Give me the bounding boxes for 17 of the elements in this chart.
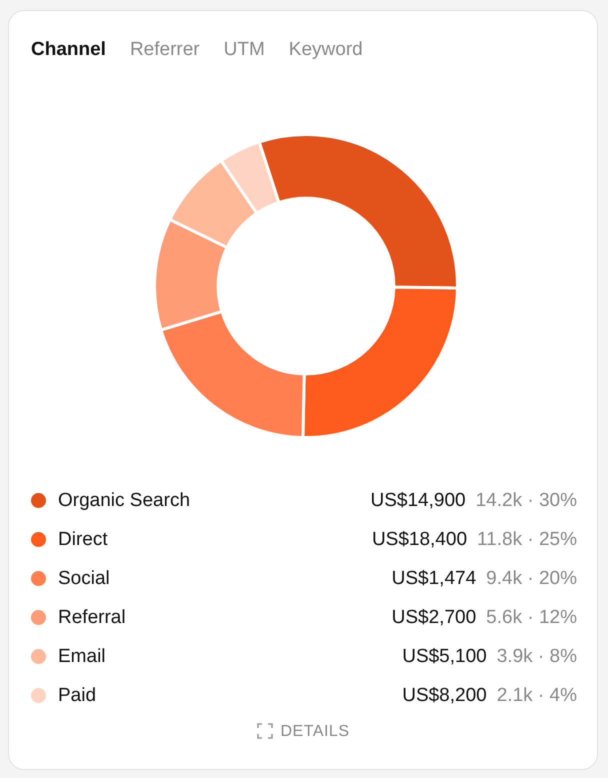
- data-label: US$18,400 11.8k · 25%: [372, 528, 577, 550]
- text: UTM: [224, 39, 265, 61]
- legend-label: Email: [58, 646, 107, 668]
- data-label: US$5,100 3.9k · 8%: [402, 646, 577, 668]
- legend-label: Direct: [58, 528, 109, 550]
- data-label: US$14,900 14.2k · 30%: [370, 490, 577, 512]
- data-label: US$2,700 5.6k · 12%: [392, 606, 577, 628]
- text: DETAILS: [280, 723, 350, 740]
- legend-label: Referral: [58, 606, 127, 628]
- data-label: US$1,474 9.4k · 20%: [392, 568, 577, 590]
- legend-label: Paid: [58, 684, 98, 706]
- data-label: US$8,200 2.1k · 4%: [402, 684, 577, 706]
- legend-label: Social: [58, 568, 111, 590]
- text: Keyword: [288, 39, 363, 61]
- chart-title: Channel: [31, 39, 106, 61]
- text: Referrer: [130, 39, 200, 61]
- legend-label: Organic Search: [58, 490, 192, 512]
